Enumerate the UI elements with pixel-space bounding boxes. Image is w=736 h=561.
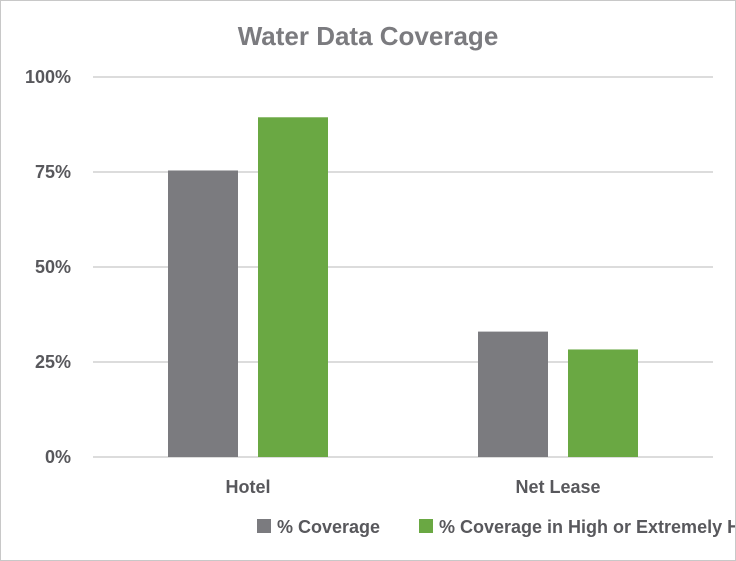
y-tick-label: 25%: [35, 352, 71, 372]
y-tick-label: 50%: [35, 257, 71, 277]
legend-swatch: [419, 519, 433, 533]
bar-coverage-high-bws-hotel: [258, 117, 328, 457]
y-tick-label: 100%: [25, 67, 71, 87]
bar-coverage-net-lease: [478, 331, 548, 457]
legend-label: % Coverage: [277, 517, 380, 537]
y-tick-label: 75%: [35, 162, 71, 182]
x-category-label: Hotel: [226, 477, 271, 497]
chart-title: Water Data Coverage: [238, 21, 499, 51]
legend-swatch: [257, 519, 271, 533]
y-tick-label: 0%: [45, 447, 71, 467]
x-category-label: Net Lease: [515, 477, 600, 497]
legend-label: % Coverage in High or Extremely High BWS: [439, 517, 735, 537]
bar-coverage-hotel: [168, 170, 238, 458]
bar-coverage-high-bws-net-lease: [568, 349, 638, 457]
